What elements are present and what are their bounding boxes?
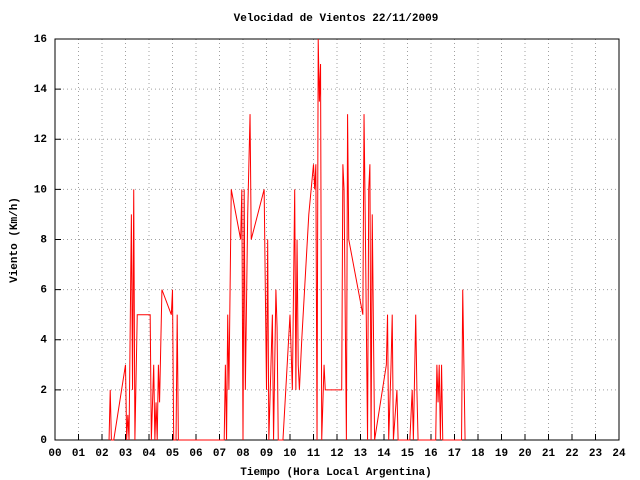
- y-axis-label: Viento (Km/h): [9, 197, 21, 283]
- x-tick-label: 11: [307, 448, 321, 460]
- y-tick-label: 6: [40, 285, 47, 297]
- x-tick-label: 23: [589, 448, 603, 460]
- x-tick-label: 22: [565, 448, 578, 460]
- y-tick-label: 16: [34, 34, 47, 46]
- y-tick-label: 8: [40, 234, 47, 246]
- x-tick-label: 24: [612, 448, 626, 460]
- x-tick-label: 18: [471, 448, 485, 460]
- x-tick-label: 19: [495, 448, 508, 460]
- plot-frame: [54, 38, 620, 441]
- x-tick-label: 00: [48, 448, 61, 460]
- x-tick-label: 08: [236, 448, 250, 460]
- x-tick-label: 20: [518, 448, 531, 460]
- x-tick-label: 04: [142, 448, 156, 460]
- x-tick-label: 16: [424, 448, 437, 460]
- x-tick-label: 21: [542, 448, 556, 460]
- y-tick-label: 14: [34, 84, 48, 96]
- x-tick-label: 10: [283, 448, 296, 460]
- y-tick-label: 4: [40, 335, 47, 347]
- x-tick-label: 02: [95, 448, 108, 460]
- chart-title: Velocidad de Vientos 22/11/2009: [234, 13, 439, 25]
- wind-line: [108, 38, 466, 441]
- y-tick-label: 12: [34, 134, 47, 146]
- x-tick-label: 03: [119, 448, 133, 460]
- y-tick-label: 0: [40, 435, 47, 447]
- x-tick-label: 06: [189, 448, 202, 460]
- x-tick-label: 14: [377, 448, 391, 460]
- x-tick-label: 09: [260, 448, 273, 460]
- x-tick-label: 15: [401, 448, 415, 460]
- x-tick-label: 07: [213, 448, 226, 460]
- x-tick-label: 13: [354, 448, 368, 460]
- x-tick-label: 01: [72, 448, 86, 460]
- y-tick-label: 2: [40, 385, 47, 397]
- y-tick-label: 10: [34, 184, 47, 196]
- x-tick-label: 12: [330, 448, 343, 460]
- x-tick-label: 05: [166, 448, 180, 460]
- x-axis-label: Tiempo (Hora Local Argentina): [240, 467, 431, 479]
- x-tick-label: 17: [448, 448, 461, 460]
